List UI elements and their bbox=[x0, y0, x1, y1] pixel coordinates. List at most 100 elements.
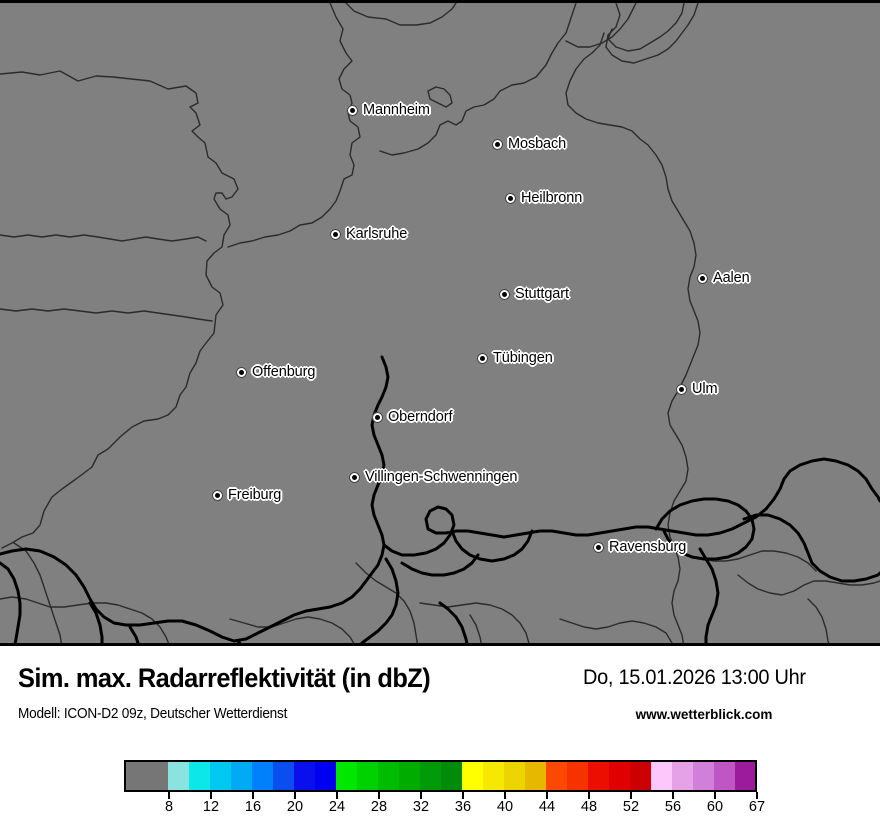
city-label: Freiburg bbox=[228, 487, 282, 503]
colorbar-tick bbox=[420, 792, 422, 799]
city-dot-icon bbox=[330, 228, 341, 240]
colorbar-band bbox=[315, 762, 336, 790]
city-marker-ulm[interactable]: Ulm bbox=[676, 381, 718, 397]
colorbar-tick bbox=[462, 792, 464, 799]
colorbar-tick-labels: 8 12 16 20 24 28 32 36 40 44 48 52 56 60 67 bbox=[0, 799, 880, 821]
colorbar-tick bbox=[294, 792, 296, 799]
colorbar-tick-label: 12 bbox=[202, 799, 220, 815]
colorbar-tick-label: 32 bbox=[412, 799, 430, 815]
colorbar-band bbox=[126, 762, 168, 790]
colorbar-band bbox=[483, 762, 504, 790]
city-label: Heilbronn bbox=[521, 190, 583, 206]
colorbar-tick-label: 24 bbox=[328, 799, 346, 815]
colorbar-band bbox=[273, 762, 294, 790]
colorbar-tick bbox=[210, 792, 212, 799]
colorbar-tick bbox=[504, 792, 506, 799]
city-label: Tübingen bbox=[493, 350, 553, 366]
colorbar-tick bbox=[168, 792, 170, 799]
city-dot-icon bbox=[477, 352, 488, 364]
city-marker-tuebingen[interactable]: Tübingen bbox=[477, 350, 553, 366]
colorbar-band bbox=[252, 762, 273, 790]
colorbar-tick-label: 36 bbox=[454, 799, 472, 815]
city-marker-oberndorf[interactable]: Oberndorf bbox=[372, 409, 452, 425]
colorbar-tick bbox=[630, 792, 632, 799]
colorbar-tick bbox=[378, 792, 380, 799]
colorbar-band bbox=[189, 762, 210, 790]
colorbar-tick bbox=[336, 792, 338, 799]
page-title: Sim. max. Radarreflektivität (in dbZ) bbox=[18, 663, 431, 693]
colorbar-tick bbox=[546, 792, 548, 799]
colorbar-band bbox=[693, 762, 714, 790]
colorbar-tick-label: 48 bbox=[580, 799, 598, 815]
colorbar-tick-label: 28 bbox=[370, 799, 388, 815]
colorbar-tick bbox=[588, 792, 590, 799]
colorbar-tick bbox=[714, 792, 716, 799]
colorbar-band bbox=[567, 762, 588, 790]
city-dot-icon bbox=[236, 366, 247, 378]
city-marker-karlsruhe[interactable]: Karlsruhe bbox=[330, 226, 407, 242]
colorbar-band bbox=[294, 762, 315, 790]
colorbar-tick-label: 52 bbox=[622, 799, 640, 815]
city-dot-icon bbox=[697, 272, 708, 284]
city-label: Oberndorf bbox=[388, 409, 453, 425]
colorbar-band bbox=[357, 762, 378, 790]
city-label: Mosbach bbox=[508, 136, 567, 152]
city-dot-icon bbox=[676, 383, 687, 395]
website-credit: www.wetterblick.com bbox=[0, 707, 880, 722]
colorbar-tick-label: 60 bbox=[706, 799, 724, 815]
city-marker-freiburg[interactable]: Freiburg bbox=[212, 487, 281, 503]
city-dot-icon bbox=[505, 192, 516, 204]
colorbar-tick bbox=[756, 792, 758, 799]
city-marker-offenburg[interactable]: Offenburg bbox=[236, 364, 315, 380]
colorbar-band bbox=[546, 762, 567, 790]
city-marker-villingen-schwenningen[interactable]: Villingen-Schwenningen bbox=[349, 469, 517, 485]
colorbar-band bbox=[672, 762, 693, 790]
colorbar-tick-label: 67 bbox=[748, 799, 766, 815]
forecast-timestamp: Do, 15.01.2026 13:00 Uhr bbox=[583, 666, 806, 689]
city-dot-icon bbox=[372, 411, 383, 423]
colorbar-band bbox=[420, 762, 441, 790]
colorbar-band bbox=[378, 762, 399, 790]
city-marker-stuttgart[interactable]: Stuttgart bbox=[499, 286, 569, 302]
colorbar-band bbox=[441, 762, 462, 790]
colorbar-band bbox=[231, 762, 252, 790]
city-dot-icon bbox=[212, 489, 223, 501]
colorbar-tick-label: 20 bbox=[286, 799, 304, 815]
city-marker-mannheim[interactable]: Mannheim bbox=[347, 102, 430, 118]
colorbar-band bbox=[609, 762, 630, 790]
caption-block: Sim. max. Radarreflektivität (in dbZ) Mo… bbox=[0, 646, 880, 751]
city-dot-icon bbox=[349, 471, 360, 483]
city-marker-ravensburg[interactable]: Ravensburg bbox=[593, 539, 686, 555]
colorbar-band bbox=[714, 762, 735, 790]
city-label: Villingen-Schwenningen bbox=[365, 469, 518, 485]
colorbar-tick bbox=[252, 792, 254, 799]
colorbar-ticks bbox=[124, 792, 758, 800]
city-label: Aalen bbox=[713, 270, 750, 286]
city-marker-mosbach[interactable]: Mosbach bbox=[492, 136, 566, 152]
colorbar-band bbox=[210, 762, 231, 790]
city-marker-aalen[interactable]: Aalen bbox=[697, 270, 750, 286]
city-label: Karlsruhe bbox=[346, 226, 408, 242]
radar-map-panel[interactable]: Mannheim Mosbach Heilbronn Karlsruhe Stu… bbox=[0, 0, 880, 646]
colorbar-tick-label: 40 bbox=[496, 799, 514, 815]
map-borders-svg bbox=[0, 3, 880, 643]
colorbar-swatches bbox=[124, 760, 757, 792]
city-dot-icon bbox=[593, 541, 604, 553]
city-marker-heilbronn[interactable]: Heilbronn bbox=[505, 190, 582, 206]
city-label: Mannheim bbox=[363, 102, 430, 118]
city-dot-icon bbox=[347, 104, 358, 116]
colorbar-band bbox=[336, 762, 357, 790]
colorbar-band bbox=[630, 762, 651, 790]
colorbar-legend: 8 12 16 20 24 28 32 36 40 44 48 52 56 60 67 bbox=[0, 751, 880, 830]
colorbar-band bbox=[504, 762, 525, 790]
colorbar-band bbox=[168, 762, 189, 790]
colorbar-band bbox=[588, 762, 609, 790]
colorbar-tick-label: 8 bbox=[164, 799, 174, 815]
city-dot-icon bbox=[492, 138, 503, 150]
colorbar-tick-label: 44 bbox=[538, 799, 556, 815]
city-label: Ulm bbox=[692, 381, 718, 397]
colorbar-band bbox=[462, 762, 483, 790]
city-dot-icon bbox=[499, 288, 510, 300]
colorbar-band bbox=[525, 762, 546, 790]
